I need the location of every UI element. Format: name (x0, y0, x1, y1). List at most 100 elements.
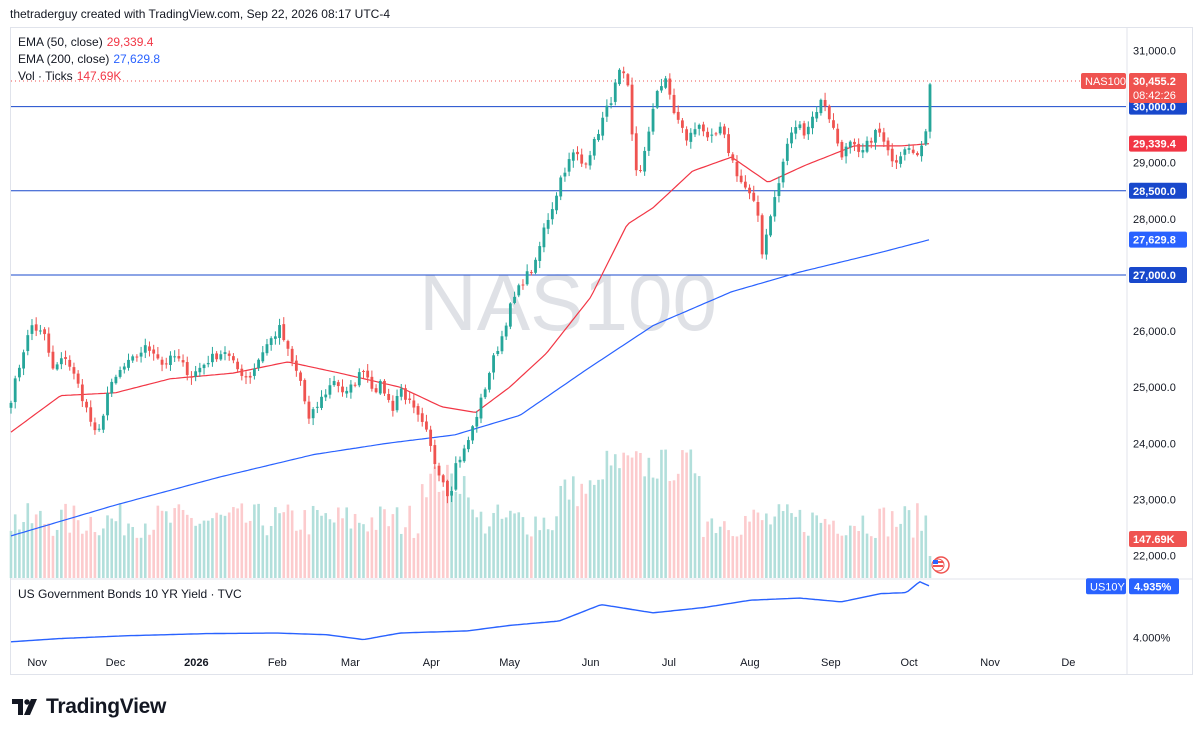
volume-bar (647, 457, 651, 578)
candle-body (903, 149, 907, 155)
candle-body (882, 132, 886, 142)
price-axis-tick: 25,000.0 (1133, 382, 1176, 394)
volume-histogram (9, 449, 932, 578)
candle-body (357, 372, 361, 386)
candle-body (861, 150, 865, 153)
volume-bar (337, 507, 340, 578)
us10y-value: 4.935% (1134, 581, 1172, 593)
volume-bar (362, 524, 365, 578)
candle-body (790, 132, 793, 144)
candle-body (328, 385, 332, 395)
candle-body (345, 390, 349, 394)
volume-bar (257, 503, 260, 578)
candle-body (391, 400, 395, 411)
candle-body (613, 82, 617, 102)
chart-attribution: thetraderguy created with TradingView.co… (10, 7, 390, 21)
volume-bar (546, 529, 550, 578)
candle-body (886, 140, 890, 151)
volume-bar (265, 535, 269, 578)
candle-body (433, 445, 437, 465)
volume-tag-bg (1129, 531, 1187, 547)
candle-body (22, 352, 25, 369)
candle-body (332, 381, 336, 386)
candle-body (55, 364, 59, 370)
legend-ema50-label: EMA (50, close) (18, 35, 103, 49)
ema200-line (10, 239, 930, 537)
volume-bar (68, 532, 72, 578)
candle-body (655, 91, 659, 108)
candle-body (114, 376, 118, 384)
candle-body (836, 128, 840, 144)
candle-body (59, 358, 63, 365)
volume-bar (928, 556, 932, 578)
yield-pane-legend[interactable]: US Government Bonds 10 YR Yield · TVC (18, 587, 242, 601)
candle-body (122, 366, 126, 370)
legend-ema50[interactable]: EMA (50, close) 29,339.4 (18, 34, 153, 51)
candle-body (425, 421, 428, 430)
volume-bar (22, 522, 25, 578)
volume-bar (861, 515, 865, 578)
candle-body (299, 372, 302, 381)
time-axis-tick: Mar (341, 657, 360, 669)
volume-bar (626, 455, 630, 578)
candle-body (471, 426, 474, 441)
candle-body (508, 303, 512, 327)
volume-bar (223, 515, 227, 578)
volume-bar (391, 514, 395, 578)
volume-bar (853, 525, 856, 578)
legend-ema200[interactable]: EMA (200, close) 27,629.8 (18, 51, 160, 68)
candle-body (555, 195, 558, 211)
candle-body (236, 361, 240, 370)
volume-bar (85, 530, 88, 578)
volume-bar (320, 515, 323, 578)
candle-body (525, 271, 529, 285)
candle-body (30, 325, 34, 334)
volume-bar (819, 522, 823, 578)
candle-body (916, 153, 919, 156)
volume-bar (437, 491, 441, 578)
volume-bar (282, 512, 286, 578)
volume-bar (890, 511, 894, 578)
volume-bar (353, 513, 357, 578)
candle-body (89, 407, 93, 422)
legend-volume[interactable]: Vol · Ticks 147.69K (18, 68, 121, 85)
volume-bar (316, 509, 319, 578)
candle-body (697, 124, 701, 129)
candle-body (248, 375, 252, 378)
volume-bar (425, 497, 428, 578)
us-flag-event-icon (931, 556, 950, 574)
candle-body (798, 124, 802, 129)
volume-bar (840, 535, 844, 578)
volume-bar (26, 503, 30, 578)
candle-body (622, 71, 626, 74)
candle-body (34, 324, 38, 331)
volume-bar (622, 452, 625, 578)
candle-body (895, 160, 898, 163)
last-price-symbol: NAS100 (1085, 76, 1126, 88)
volume-bar (760, 520, 764, 578)
candle-body (261, 352, 265, 362)
last-price-value: 30,455.2 (1133, 76, 1176, 88)
volume-bar (43, 524, 46, 578)
time-axis-tick: Jun (582, 657, 600, 669)
volume-bar (823, 518, 827, 578)
candle-body (487, 373, 491, 390)
volume-bar (559, 485, 563, 578)
volume-bar (500, 518, 504, 578)
candle-body (844, 146, 848, 157)
volume-bar (718, 526, 722, 578)
volume-bar (580, 483, 584, 578)
tradingview-logo[interactable]: TradingView (12, 695, 166, 719)
volume-bar (114, 521, 118, 578)
candle-body (26, 335, 30, 352)
candle-body (890, 148, 894, 162)
volume-bar (878, 508, 881, 578)
volume-bar (521, 517, 525, 578)
candle-body (567, 159, 571, 172)
candle-body (223, 352, 227, 354)
volume-bar (139, 537, 143, 578)
us10y-value-bg (1129, 578, 1179, 595)
volume-bar (378, 506, 382, 578)
volume-bar (211, 518, 214, 578)
